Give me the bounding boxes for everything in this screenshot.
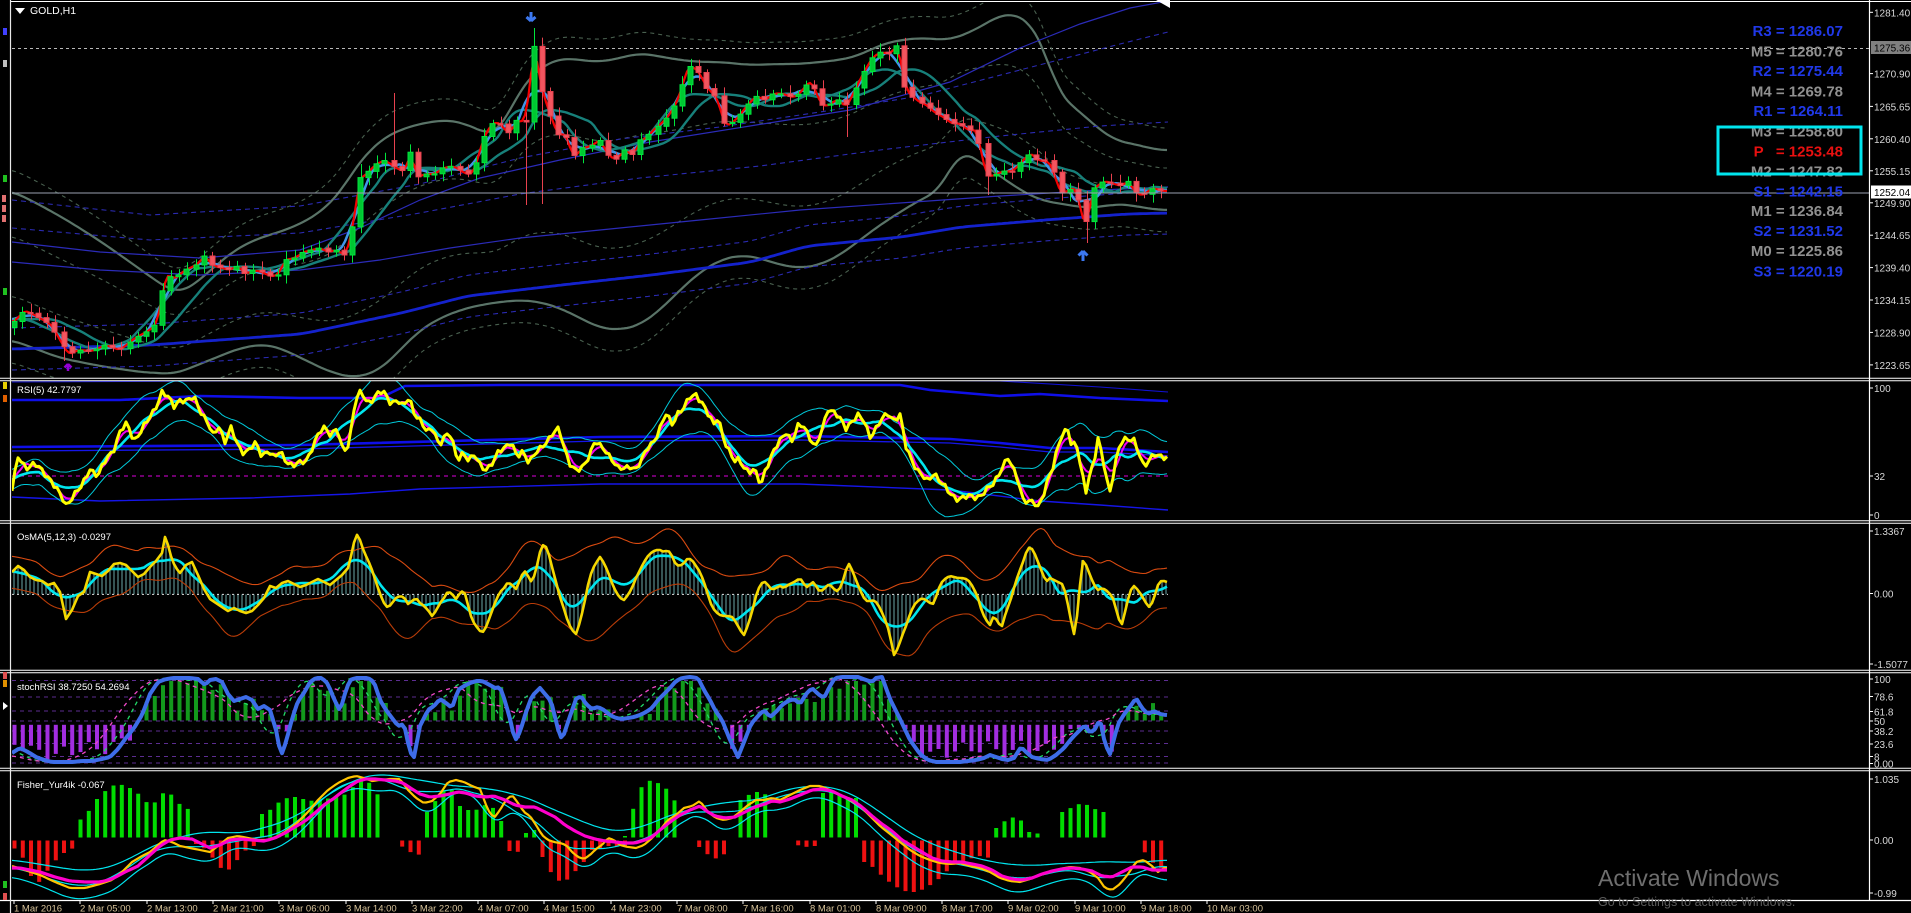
svg-text:stochRSI 38.7250 54.2694: stochRSI 38.7250 54.2694: [17, 682, 130, 693]
svg-text:R3 = 1286.07: R3 = 1286.07: [1753, 23, 1844, 40]
svg-text:4 Mar 23:00: 4 Mar 23:00: [611, 904, 662, 913]
svg-text:1234.15: 1234.15: [1874, 296, 1911, 307]
svg-text:8 Mar 01:00: 8 Mar 01:00: [810, 904, 861, 913]
svg-text:0: 0: [1874, 511, 1880, 522]
svg-text:R2 = 1275.44: R2 = 1275.44: [1753, 63, 1844, 80]
svg-text:8 Mar 09:00: 8 Mar 09:00: [876, 904, 927, 913]
svg-text:1239.40: 1239.40: [1874, 264, 1911, 275]
svg-text:GOLD,H1: GOLD,H1: [30, 5, 76, 17]
svg-text:1270.90: 1270.90: [1874, 70, 1911, 81]
svg-text:9 Mar 02:00: 9 Mar 02:00: [1008, 904, 1059, 913]
svg-text:-0.99: -0.99: [1874, 889, 1897, 900]
svg-text:1281.40: 1281.40: [1874, 8, 1911, 19]
svg-text:0.00: 0.00: [1874, 590, 1894, 601]
svg-text:1228.90: 1228.90: [1874, 328, 1911, 339]
svg-text:Go to Settings to activate Win: Go to Settings to activate Windows.: [1598, 895, 1795, 909]
svg-text:1.035: 1.035: [1874, 775, 1899, 786]
svg-text:9 Mar 18:00: 9 Mar 18:00: [1141, 904, 1192, 913]
svg-text:4 Mar 07:00: 4 Mar 07:00: [478, 904, 529, 913]
svg-text:23.6: 23.6: [1874, 740, 1894, 751]
svg-text:1255.15: 1255.15: [1874, 167, 1911, 178]
svg-text:8 Mar 17:00: 8 Mar 17:00: [942, 904, 993, 913]
svg-text:1.3367: 1.3367: [1874, 527, 1905, 538]
svg-text:9 Mar 10:00: 9 Mar 10:00: [1075, 904, 1126, 913]
svg-text:1275.36: 1275.36: [1874, 44, 1911, 55]
svg-text:100: 100: [1874, 675, 1891, 686]
svg-text:M5 = 1280.76: M5 = 1280.76: [1751, 44, 1843, 61]
svg-text:78.6: 78.6: [1874, 693, 1894, 704]
svg-text:8: 8: [1874, 753, 1880, 764]
svg-text:Fisher_Yur4ik -0.067: Fisher_Yur4ik -0.067: [17, 780, 105, 791]
svg-text:M2 = 1247.82: M2 = 1247.82: [1751, 164, 1843, 181]
svg-text:3 Mar 14:00: 3 Mar 14:00: [346, 904, 397, 913]
svg-text:M4 = 1269.78: M4 = 1269.78: [1751, 83, 1843, 100]
svg-text:10 Mar 03:00: 10 Mar 03:00: [1207, 904, 1263, 913]
svg-text:1249.90: 1249.90: [1874, 199, 1911, 210]
svg-text:1 Mar 2016: 1 Mar 2016: [14, 904, 62, 913]
svg-text:4 Mar 15:00: 4 Mar 15:00: [544, 904, 595, 913]
svg-text:S1 = 1242.15: S1 = 1242.15: [1753, 183, 1843, 200]
svg-text:7 Mar 16:00: 7 Mar 16:00: [743, 904, 794, 913]
svg-text:0.00: 0.00: [1874, 760, 1894, 771]
svg-text:32: 32: [1874, 472, 1886, 483]
svg-text:0.00: 0.00: [1874, 836, 1894, 847]
svg-text:S3 = 1220.19: S3 = 1220.19: [1753, 263, 1843, 280]
svg-text:2 Mar 05:00: 2 Mar 05:00: [80, 904, 131, 913]
svg-text:OsMA(5,12,3) -0.0297: OsMA(5,12,3) -0.0297: [17, 532, 111, 543]
svg-text:1260.40: 1260.40: [1874, 135, 1911, 146]
svg-text:50: 50: [1874, 717, 1886, 728]
svg-text:1265.65: 1265.65: [1874, 102, 1911, 113]
svg-text:-1.5077: -1.5077: [1874, 660, 1908, 671]
svg-text:38.2: 38.2: [1874, 727, 1894, 738]
svg-text:61.8: 61.8: [1874, 708, 1894, 719]
svg-text:2 Mar 13:00: 2 Mar 13:00: [147, 904, 198, 913]
svg-text:S2 = 1231.52: S2 = 1231.52: [1753, 223, 1843, 240]
svg-text:1223.65: 1223.65: [1874, 361, 1911, 372]
svg-text:RSI(5) 42.7797: RSI(5) 42.7797: [17, 385, 81, 396]
svg-text:100: 100: [1874, 384, 1891, 395]
svg-text:P = 1253.48: P = 1253.48: [1754, 144, 1843, 161]
svg-text:M1 = 1236.84: M1 = 1236.84: [1751, 203, 1844, 220]
svg-text:1252.04: 1252.04: [1874, 188, 1911, 199]
svg-text:Activate Windows: Activate Windows: [1598, 865, 1780, 891]
svg-text:3 Mar 06:00: 3 Mar 06:00: [279, 904, 330, 913]
svg-text:2 Mar 21:00: 2 Mar 21:00: [213, 904, 264, 913]
svg-text:3 Mar 22:00: 3 Mar 22:00: [412, 904, 463, 913]
svg-text:1244.65: 1244.65: [1874, 231, 1911, 242]
svg-text:7 Mar 08:00: 7 Mar 08:00: [677, 904, 728, 913]
svg-text:M0 = 1225.86: M0 = 1225.86: [1751, 243, 1843, 260]
svg-text:R1 = 1264.11: R1 = 1264.11: [1753, 103, 1843, 120]
